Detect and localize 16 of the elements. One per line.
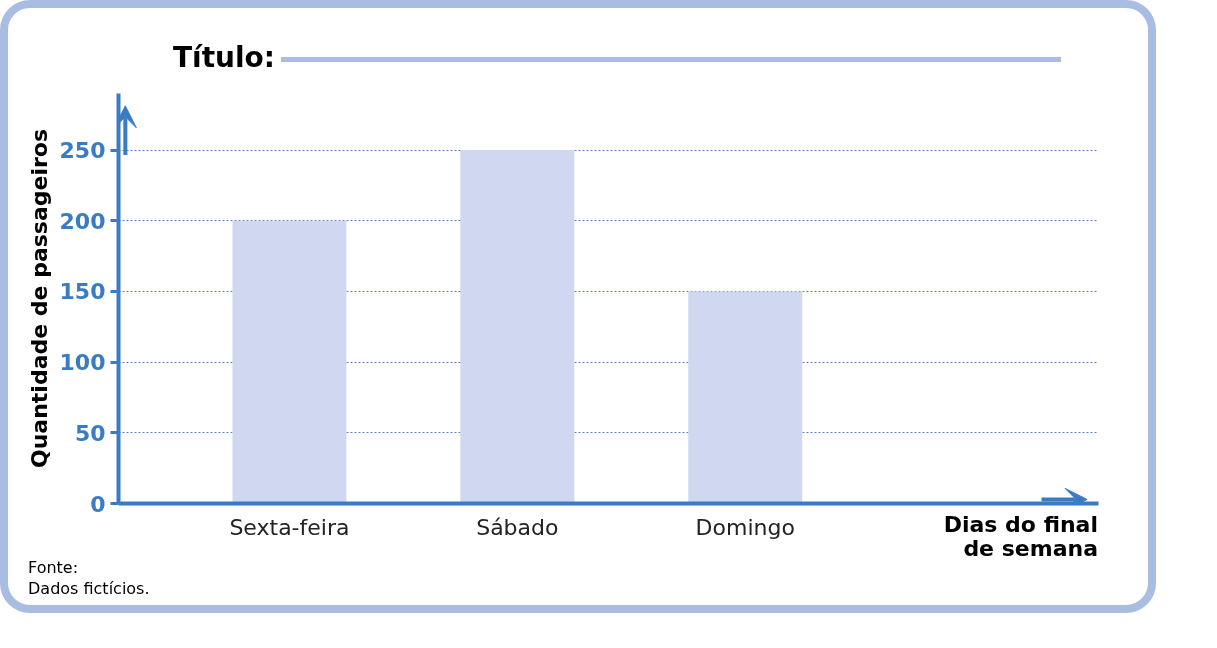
x-tick-label: Domingo xyxy=(695,514,795,540)
y-tick-label: 0 xyxy=(90,491,106,517)
source-note: Fonte: Dados fictícios. xyxy=(28,558,150,600)
bar xyxy=(232,220,347,504)
x-tick-label: Sexta-feira xyxy=(229,514,350,540)
bar xyxy=(460,150,575,504)
y-tick-label: 250 xyxy=(59,138,106,164)
x-axis-title: Dias do final de semana xyxy=(943,512,1098,562)
chart-title: Título: xyxy=(173,40,277,76)
y-axis-title: Quantidade de passageiros xyxy=(26,128,52,469)
y-tick-label: 150 xyxy=(59,279,106,305)
y-tick-label: 100 xyxy=(59,350,106,376)
y-tick-label: 200 xyxy=(59,208,106,234)
bar xyxy=(688,291,803,504)
x-tick-label: Sábado xyxy=(476,514,559,540)
y-tick-label: 50 xyxy=(74,420,106,446)
